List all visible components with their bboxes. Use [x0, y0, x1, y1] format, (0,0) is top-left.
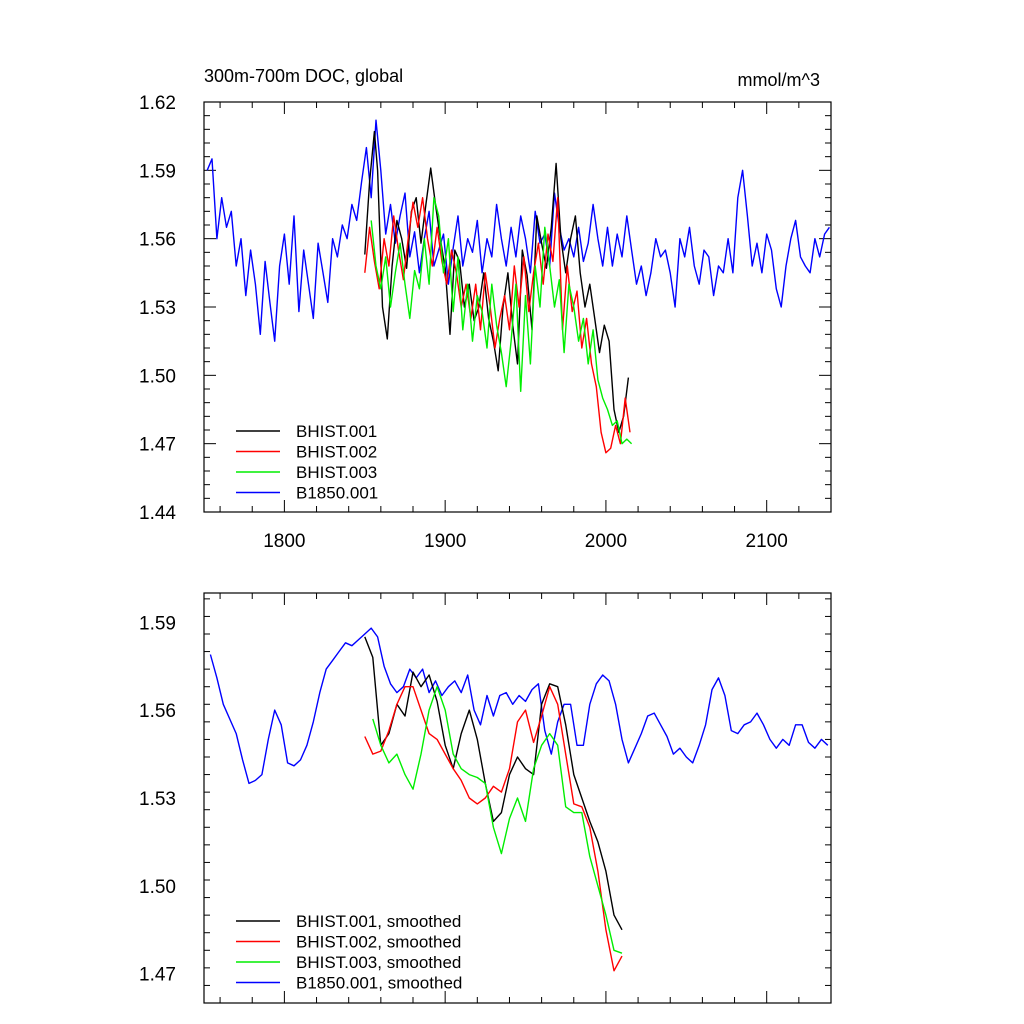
- top-panel-title: 300m-700m DOC, global: [204, 66, 403, 86]
- y-tick-label: 1.59: [139, 161, 176, 182]
- legend-label: BHIST.003: [296, 463, 377, 482]
- x-tick-label: 2100: [746, 531, 788, 552]
- series-line-bhist-002: [364, 196, 631, 454]
- x-tick-label: 1800: [263, 531, 305, 552]
- y-tick-label: 1.53: [139, 298, 176, 319]
- x-tick-label: 1900: [424, 531, 466, 552]
- plot-frame-1: [203, 592, 832, 1004]
- y-tick-label: 1.47: [139, 965, 176, 986]
- legend-label: BHIST.002, smoothed: [296, 933, 461, 952]
- legend-label: BHIST.001, smoothed: [296, 912, 461, 931]
- legend-label: B1850.001, smoothed: [296, 974, 462, 993]
- y-tick-label: 1.44: [139, 503, 176, 524]
- series-line-b1850-001: [206, 119, 830, 342]
- top-panel: 300m-700m DOC, global mmol/m^3 1800 1900 2…: [139, 66, 832, 552]
- y-tick-label: 1.53: [139, 789, 176, 810]
- series-line-bhist-001: [364, 130, 630, 433]
- x-tick-label: 2000: [585, 531, 627, 552]
- y-tick-label: 1.50: [139, 877, 176, 898]
- series-line-bhist-003-smoothed: [372, 686, 623, 954]
- y-tick-label: 1.56: [139, 701, 176, 722]
- y-tick-label: 1.62: [139, 93, 176, 114]
- series-line-bhist-001-smoothed: [364, 636, 623, 931]
- y-tick-label: 1.59: [139, 613, 176, 634]
- legend-label: BHIST.003, smoothed: [296, 953, 461, 972]
- series-line-bhist-002-smoothed: [364, 686, 623, 972]
- bottom-panel: 1.47 1.50 1.53 1.56 1.59 BHIST.001, smoothed B…: [139, 592, 832, 1004]
- y-tick-label: 1.50: [139, 366, 176, 387]
- legend-label: BHIST.002: [296, 443, 377, 462]
- y-tick-label: 1.56: [139, 230, 176, 251]
- legend-label: B1850.001: [296, 484, 378, 503]
- legend-label: BHIST.001: [296, 422, 377, 441]
- series-line-b1850-001-smoothed: [209, 627, 829, 785]
- y-tick-label: 1.47: [139, 435, 176, 456]
- series-line-bhist-003: [370, 196, 633, 445]
- top-panel-units: mmol/m^3: [738, 70, 820, 90]
